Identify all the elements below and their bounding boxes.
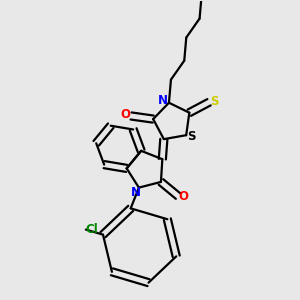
Text: S: S (187, 130, 196, 143)
Text: N: N (131, 187, 141, 200)
Text: N: N (158, 94, 167, 107)
Text: O: O (178, 190, 188, 202)
Text: O: O (121, 108, 131, 121)
Text: Cl: Cl (85, 223, 98, 236)
Text: S: S (210, 94, 219, 107)
